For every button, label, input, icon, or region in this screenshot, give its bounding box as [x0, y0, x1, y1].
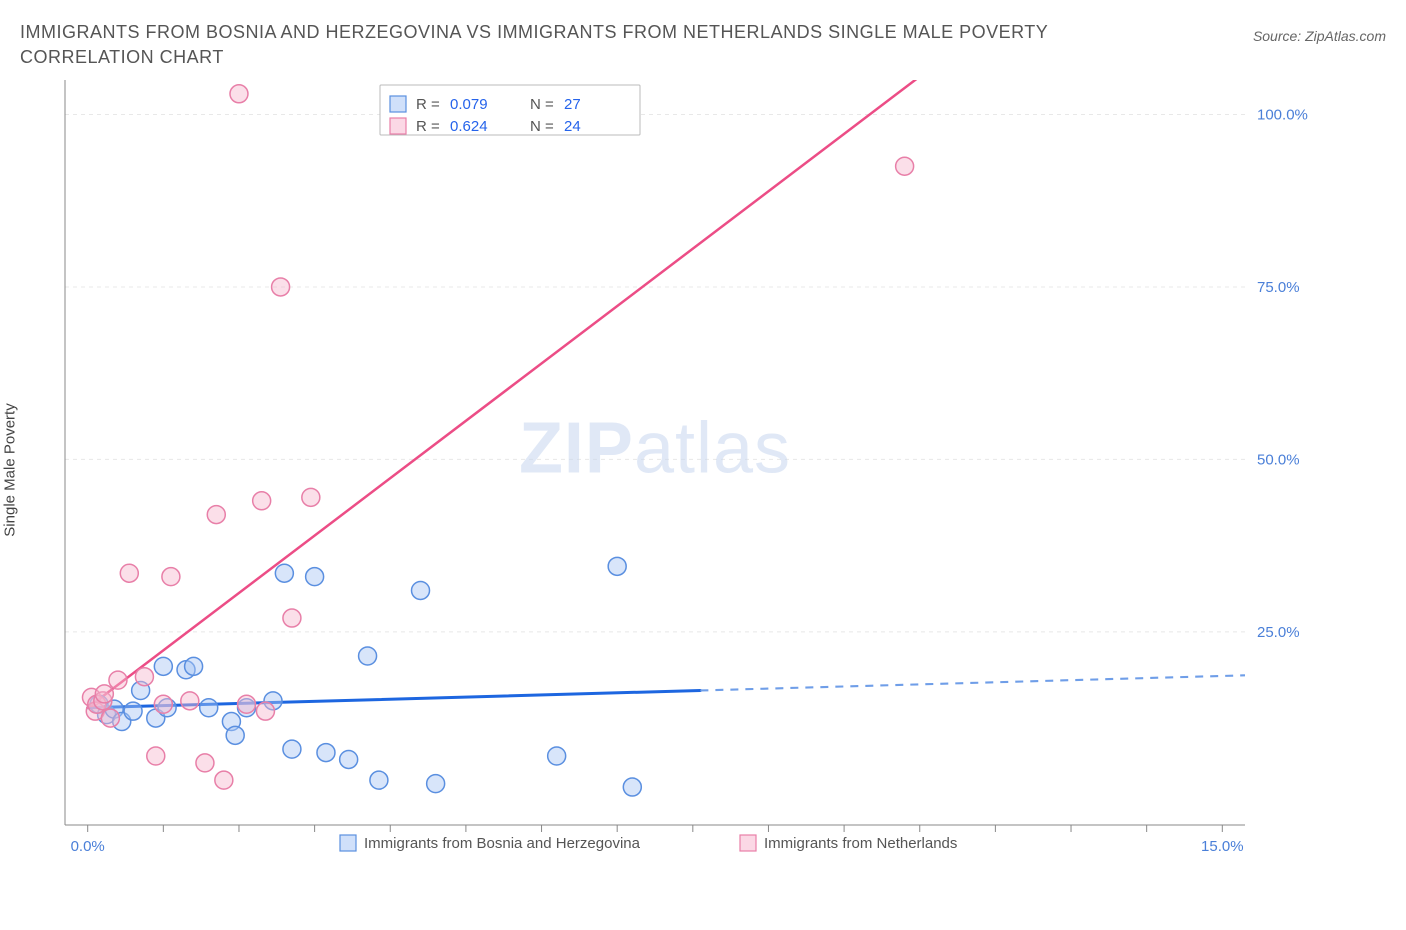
trend-line-ext-bosnia — [700, 676, 1245, 691]
legend-r-label: R = — [416, 96, 440, 113]
data-point-netherlands — [207, 506, 225, 524]
legend-n-label: N = — [530, 118, 554, 135]
x-tick-label: 15.0% — [1201, 838, 1244, 855]
x-tick-label: 0.0% — [71, 838, 105, 855]
data-point-netherlands — [896, 158, 914, 176]
data-point-netherlands — [147, 747, 165, 765]
data-point-bosnia — [226, 727, 244, 745]
data-point-netherlands — [238, 696, 256, 714]
legend-n-value: 27 — [564, 96, 581, 113]
data-point-netherlands — [230, 85, 248, 103]
data-point-bosnia — [359, 647, 377, 665]
data-point-netherlands — [302, 489, 320, 507]
y-tick-label: 25.0% — [1257, 624, 1300, 641]
legend-n-value: 24 — [564, 118, 581, 135]
data-point-bosnia — [317, 744, 335, 762]
data-point-bosnia — [275, 565, 293, 583]
data-point-bosnia — [608, 558, 626, 576]
data-point-netherlands — [253, 492, 271, 510]
data-point-bosnia — [340, 751, 358, 769]
y-axis-label: Single Male Poverty — [2, 404, 19, 537]
y-tick-label: 75.0% — [1257, 279, 1300, 296]
legend-n-label: N = — [530, 96, 554, 113]
data-point-netherlands — [95, 685, 113, 703]
legend-swatch — [340, 835, 356, 851]
scatter-plot-svg: 25.0% 50.0% 75.0% 100.0% ZIPatlas 0.0% 15.0% R … — [20, 80, 1315, 860]
legend-series-label: Immigrants from Bosnia and Herzegovina — [364, 835, 641, 852]
data-point-netherlands — [256, 703, 274, 721]
data-point-bosnia — [306, 568, 324, 586]
legend-swatch — [390, 118, 406, 134]
data-point-bosnia — [623, 778, 641, 796]
data-point-bosnia — [548, 747, 566, 765]
data-point-netherlands — [135, 668, 153, 686]
source-prefix: Source: — [1253, 28, 1305, 44]
legend-r-value: 0.624 — [450, 118, 488, 135]
data-point-bosnia — [427, 775, 445, 793]
data-point-netherlands — [101, 709, 119, 727]
data-point-bosnia — [283, 740, 301, 758]
trend-line-bosnia — [88, 691, 701, 708]
data-point-netherlands — [272, 278, 290, 296]
source-attribution: Source: ZipAtlas.com — [1253, 20, 1386, 44]
chart-title: IMMIGRANTS FROM BOSNIA AND HERZEGOVINA V… — [20, 20, 1120, 70]
data-point-bosnia — [412, 582, 430, 600]
trend-line-netherlands — [88, 80, 943, 708]
data-point-bosnia — [200, 699, 218, 717]
data-point-bosnia — [370, 772, 388, 790]
data-point-netherlands — [181, 692, 199, 710]
data-point-netherlands — [162, 568, 180, 586]
data-point-netherlands — [154, 696, 172, 714]
legend-swatch — [390, 96, 406, 112]
legend-swatch — [740, 835, 756, 851]
y-tick-label: 100.0% — [1257, 107, 1308, 124]
title-row: IMMIGRANTS FROM BOSNIA AND HERZEGOVINA V… — [20, 20, 1386, 70]
plot-area: Single Male Poverty 25.0%50.0%75.0%100.0… — [20, 80, 1386, 860]
legend-series: Immigrants from Bosnia and Herzegovina Im… — [340, 835, 957, 852]
data-point-bosnia — [124, 703, 142, 721]
chart-container: IMMIGRANTS FROM BOSNIA AND HERZEGOVINA V… — [20, 20, 1386, 910]
legend-series-label: Immigrants from Netherlands — [764, 835, 957, 852]
data-point-bosnia — [185, 658, 203, 676]
data-point-bosnia — [154, 658, 172, 676]
data-point-netherlands — [215, 772, 233, 790]
data-point-netherlands — [196, 754, 214, 772]
legend-r-value: 0.079 — [450, 96, 488, 113]
data-point-netherlands — [120, 565, 138, 583]
legend-r-label: R = — [416, 118, 440, 135]
source-name: ZipAtlas.com — [1305, 28, 1386, 44]
watermark: ZIPatlas — [519, 409, 791, 489]
legend-stats: R = 0.079 N = 27 R = 0.624 N = 24 — [380, 85, 640, 135]
data-point-netherlands — [109, 672, 127, 690]
data-point-netherlands — [283, 609, 301, 627]
y-tick-label: 50.0% — [1257, 452, 1300, 469]
